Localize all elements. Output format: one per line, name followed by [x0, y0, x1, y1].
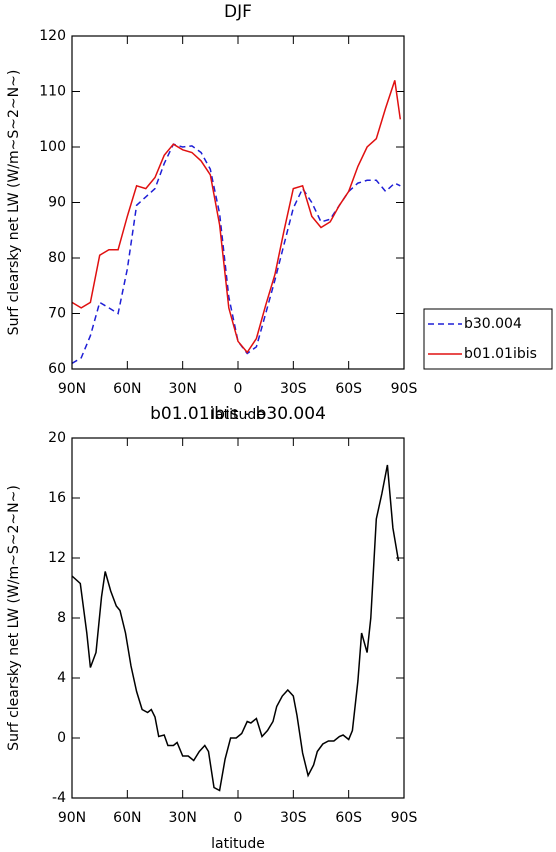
y-tick-label: 60 — [48, 361, 66, 377]
y-tick-label: 16 — [48, 490, 66, 506]
x-tick-label: 90S — [391, 381, 418, 397]
x-tick-label: 60S — [335, 381, 362, 397]
y-tick-label: 4 — [57, 670, 66, 686]
legend-label: b30.004 — [464, 316, 522, 332]
x-tick-label: 60S — [335, 810, 362, 826]
legend-box — [423, 308, 553, 370]
plot-frame — [71, 437, 405, 799]
data-line — [71, 80, 402, 354]
x-tick-label: 30S — [280, 810, 307, 826]
y-axis-label: Surf clearsky net LW (W/m~S~2~N~) — [6, 485, 22, 751]
x-tick-label: 0 — [234, 381, 243, 397]
y-tick-label: 8 — [57, 610, 66, 626]
chart-title: DJF — [224, 2, 252, 22]
y-tick-label: 0 — [57, 730, 66, 746]
legend-label: b01.01ibis — [464, 346, 537, 362]
x-tick-label: 0 — [234, 810, 243, 826]
x-tick-label: 60N — [113, 381, 141, 397]
plot-frame — [71, 35, 405, 370]
x-tick-label: 30N — [169, 810, 197, 826]
x-tick-label: 30S — [280, 381, 307, 397]
x-tick-label: 90N — [58, 381, 86, 397]
y-tick-label: 100 — [39, 139, 66, 155]
data-line — [71, 464, 400, 792]
y-tick-label: 70 — [48, 306, 66, 322]
y-tick-label: 110 — [39, 84, 66, 100]
data-line — [71, 143, 401, 365]
x-tick-label: 90S — [391, 810, 418, 826]
y-axis-label: Surf clearsky net LW (W/m~S~2~N~) — [6, 70, 22, 336]
chart-title: b01.01ibis - b30.004 — [150, 404, 326, 424]
y-tick-label: -4 — [52, 790, 66, 806]
y-tick-label: 20 — [48, 430, 66, 446]
y-tick-label: 90 — [48, 195, 66, 211]
x-tick-label: 30N — [169, 381, 197, 397]
y-tick-label: 80 — [48, 250, 66, 266]
y-tick-label: 12 — [48, 550, 66, 566]
y-tick-label: 120 — [39, 28, 66, 44]
x-axis-label: latitude — [211, 836, 265, 852]
x-tick-label: 90N — [58, 810, 86, 826]
x-tick-label: 60N — [113, 810, 141, 826]
x-axis-label: latitude — [211, 407, 265, 423]
